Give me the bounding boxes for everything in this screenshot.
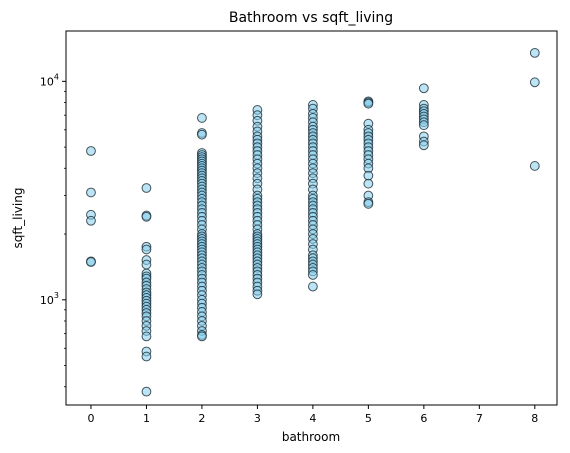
data-points <box>87 48 540 396</box>
data-point <box>364 99 373 108</box>
data-point <box>364 171 373 180</box>
data-point <box>364 199 373 208</box>
data-point <box>253 290 262 299</box>
y-tick-label: 103 <box>40 291 59 307</box>
data-point <box>530 78 539 87</box>
data-point <box>198 130 207 139</box>
x-tick-label: 6 <box>420 412 427 425</box>
data-point <box>142 332 151 341</box>
x-axis-ticks: 0 1 2 3 4 5 6 7 8 <box>87 405 538 425</box>
y-tick-label: 104 <box>40 72 59 88</box>
data-point <box>198 114 207 123</box>
data-point <box>530 48 539 57</box>
data-point <box>142 260 151 269</box>
x-tick-label: 3 <box>254 412 261 425</box>
data-point <box>308 271 317 280</box>
data-point <box>87 188 96 197</box>
y-axis-ticks: 103 104 <box>40 72 66 386</box>
data-point <box>142 184 151 193</box>
data-point <box>87 147 96 156</box>
data-point <box>142 352 151 361</box>
data-point <box>142 245 151 254</box>
data-point <box>198 332 207 341</box>
x-tick-label: 1 <box>143 412 150 425</box>
data-point <box>419 121 428 130</box>
data-point <box>364 179 373 188</box>
data-point <box>308 282 317 291</box>
x-tick-label: 8 <box>531 412 538 425</box>
x-axis-label: bathroom <box>282 430 340 444</box>
x-tick-label: 0 <box>87 412 94 425</box>
data-point <box>419 84 428 93</box>
x-tick-label: 4 <box>309 412 316 425</box>
data-point <box>87 216 96 225</box>
data-point <box>419 141 428 150</box>
data-point <box>530 162 539 171</box>
data-point <box>142 212 151 221</box>
x-tick-label: 2 <box>198 412 205 425</box>
x-tick-label: 7 <box>476 412 483 425</box>
x-tick-label: 5 <box>365 412 372 425</box>
chart-title: Bathroom vs sqft_living <box>229 10 393 26</box>
data-point <box>142 387 151 396</box>
y-axis-label: sqft_living <box>11 188 25 249</box>
data-point <box>87 258 96 267</box>
